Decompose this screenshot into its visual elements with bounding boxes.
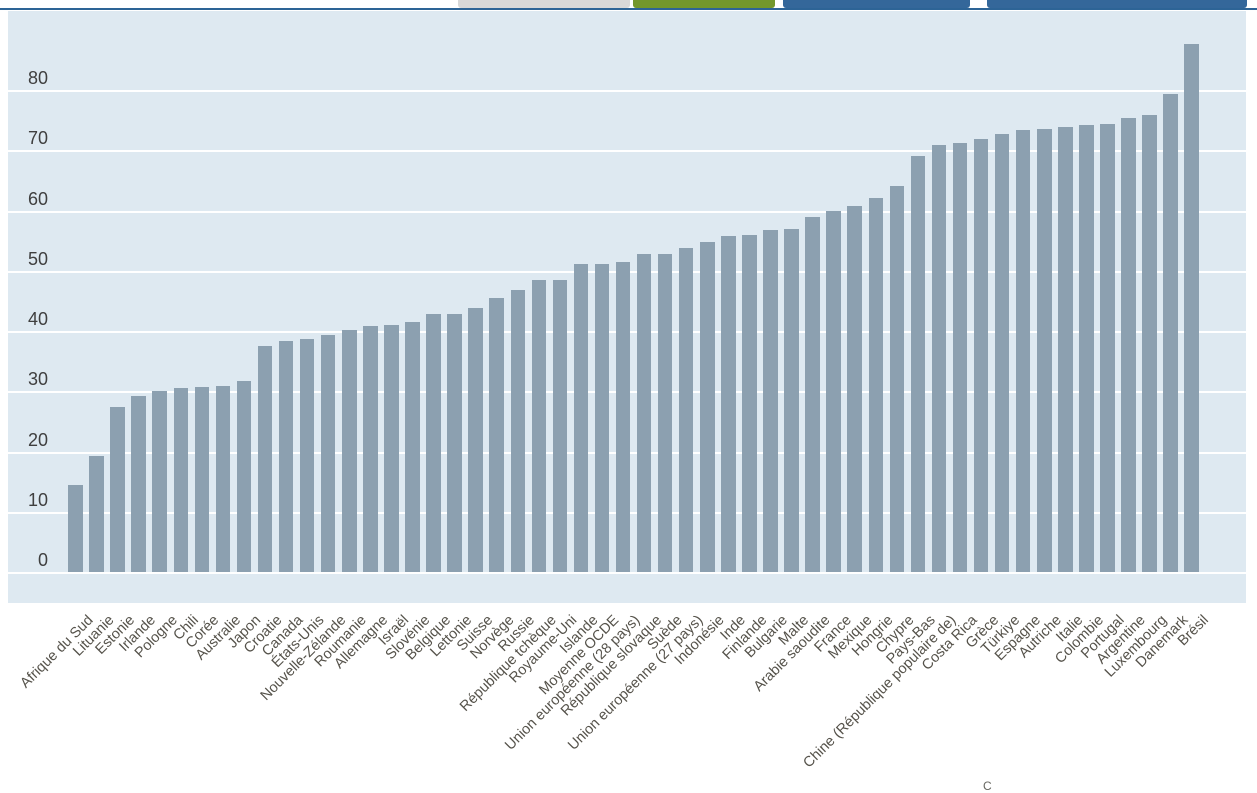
y-tick-label: 30 [27, 369, 48, 390]
bar[interactable] [636, 254, 652, 572]
bar[interactable] [784, 229, 799, 572]
bar[interactable] [468, 308, 483, 572]
bar[interactable] [910, 155, 926, 572]
bar[interactable] [1121, 117, 1136, 572]
bar[interactable] [236, 381, 252, 572]
bar[interactable] [952, 143, 968, 572]
bar[interactable] [994, 133, 1010, 572]
y-tick-label: 80 [27, 68, 48, 88]
bar[interactable] [68, 484, 83, 572]
toolbar [0, 0, 1257, 8]
y-tick-label: 50 [27, 248, 48, 269]
bar[interactable] [1184, 44, 1199, 572]
bar[interactable] [742, 235, 757, 572]
bar[interactable] [973, 138, 989, 572]
y-tick-label: 10 [27, 489, 48, 510]
bar[interactable] [1100, 124, 1115, 572]
y-tick-label: 70 [27, 128, 48, 149]
bar[interactable] [1142, 115, 1157, 572]
bar[interactable] [552, 279, 568, 572]
bar[interactable] [131, 396, 146, 572]
blue-button-bottom-1[interactable] [783, 0, 970, 8]
bar[interactable] [342, 329, 357, 572]
bar[interactable] [510, 290, 525, 572]
bar[interactable] [1015, 130, 1031, 572]
bar[interactable] [1037, 129, 1052, 572]
bar[interactable] [721, 236, 736, 572]
bar[interactable] [489, 297, 504, 572]
bar[interactable] [594, 263, 610, 572]
bar[interactable] [889, 186, 905, 572]
bar[interactable] [257, 346, 273, 572]
bar[interactable] [110, 406, 125, 572]
bar[interactable] [531, 280, 547, 572]
bar[interactable] [847, 205, 862, 572]
bar[interactable] [215, 385, 231, 572]
bar[interactable] [868, 198, 884, 572]
bar[interactable] [89, 456, 104, 572]
bar[interactable] [573, 263, 589, 572]
bar[interactable] [447, 313, 462, 572]
bar[interactable] [1058, 126, 1073, 572]
bar[interactable] [1079, 124, 1094, 572]
bar[interactable] [826, 211, 841, 572]
bar[interactable] [405, 321, 420, 572]
bar[interactable] [299, 338, 315, 572]
cutoff-text-artifact: C [983, 779, 992, 793]
y-tick-label: 0 [37, 550, 48, 570]
bar[interactable] [657, 253, 673, 572]
gridline [8, 210, 1246, 213]
bar[interactable] [384, 324, 399, 572]
y-tick-label: 40 [27, 309, 48, 329]
bar[interactable] [426, 314, 441, 572]
bar[interactable] [931, 144, 947, 572]
gray-button-bottom[interactable] [458, 0, 630, 8]
bar[interactable] [615, 261, 631, 572]
green-button-bottom[interactable] [633, 0, 775, 8]
gridline [8, 90, 1246, 92]
gridline [8, 572, 1246, 574]
gridline [8, 150, 1246, 153]
y-tick-label: 60 [27, 188, 48, 209]
bar[interactable] [320, 335, 336, 572]
bar[interactable] [278, 341, 294, 572]
bar[interactable] [152, 390, 167, 572]
bar[interactable] [173, 387, 189, 572]
bar[interactable] [805, 216, 820, 572]
blue-button-bottom-2[interactable] [987, 0, 1247, 8]
y-tick-label: 20 [27, 429, 48, 450]
bar[interactable] [363, 325, 378, 572]
bar[interactable] [678, 248, 694, 572]
bar[interactable] [194, 387, 210, 572]
bar[interactable] [1163, 94, 1178, 572]
toolbar-divider [0, 8, 1257, 10]
bar[interactable] [763, 230, 778, 572]
bar[interactable] [700, 242, 715, 572]
